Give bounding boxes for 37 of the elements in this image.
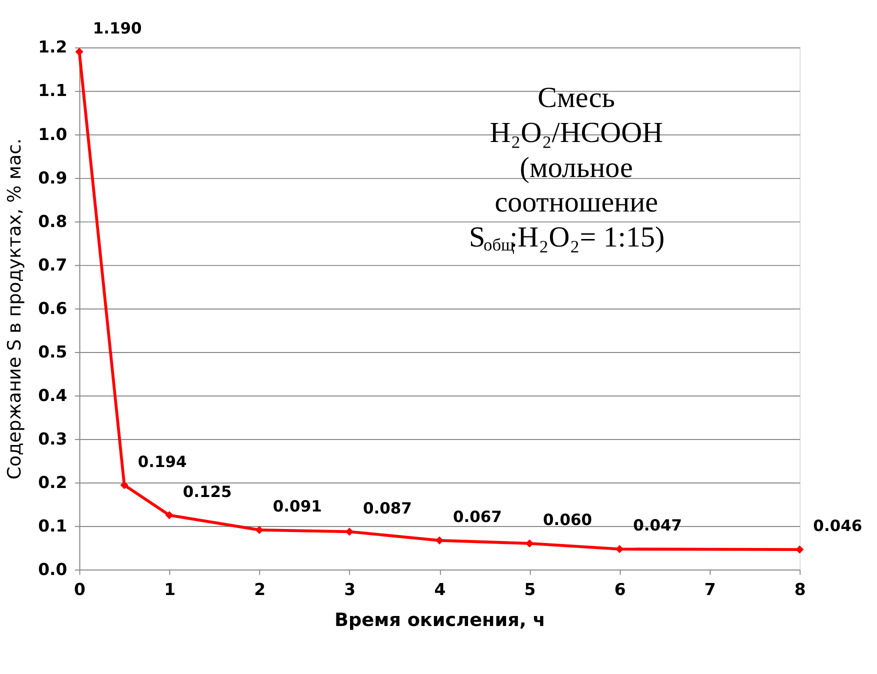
point [796, 545, 804, 554]
y-tick-label: 0.9 [38, 168, 68, 188]
x-tick-label: 2 [254, 580, 266, 600]
data-label: 0.087 [362, 499, 412, 518]
y-tick-label: 0.4 [38, 386, 68, 405]
y-tick-label: 1.1 [38, 81, 68, 100]
point [165, 511, 174, 520]
data-label: 1.190 [92, 19, 142, 38]
data-label: 0.060 [543, 511, 592, 530]
data-label: 0.091 [272, 498, 322, 516]
y-tick-label: 0.2 [38, 472, 68, 492]
x-tick-label: 1 [164, 580, 176, 600]
y-tick-label: 1.2 [38, 38, 68, 57]
y-tick-label: 0.0 [38, 560, 68, 579]
data-label: 0.046 [813, 517, 862, 536]
data-label: 0.047 [633, 516, 682, 535]
y-tick-label: 1.0 [38, 124, 68, 144]
x-tick-label: 8 [794, 580, 806, 600]
y-tick-label: 0.1 [38, 516, 68, 536]
y-tick-label: 0.7 [38, 255, 68, 274]
x-tick-label: 0 [74, 580, 86, 600]
y-tick-label: 0.8 [38, 212, 68, 231]
x-tick-label: 5 [524, 580, 536, 600]
point [255, 526, 264, 534]
x-tick-label: 3 [344, 580, 356, 600]
x-tick-label: 4 [434, 580, 446, 600]
point [120, 481, 128, 490]
x-tick-label: 7 [704, 580, 716, 600]
x-axis-title: Время окисления, ч [334, 610, 546, 632]
y-axis-title: Содержание S в продуктах, % мас. [4, 138, 26, 480]
y-tick-label: 0.3 [38, 429, 68, 448]
y-tick-label: 0.5 [38, 342, 68, 362]
data-label: 0.194 [138, 452, 188, 471]
data-label: 0.125 [182, 482, 232, 501]
x-tick-label: 6 [614, 580, 626, 600]
y-tick-label: 0.6 [38, 298, 68, 318]
data-label: 0.067 [453, 508, 502, 526]
